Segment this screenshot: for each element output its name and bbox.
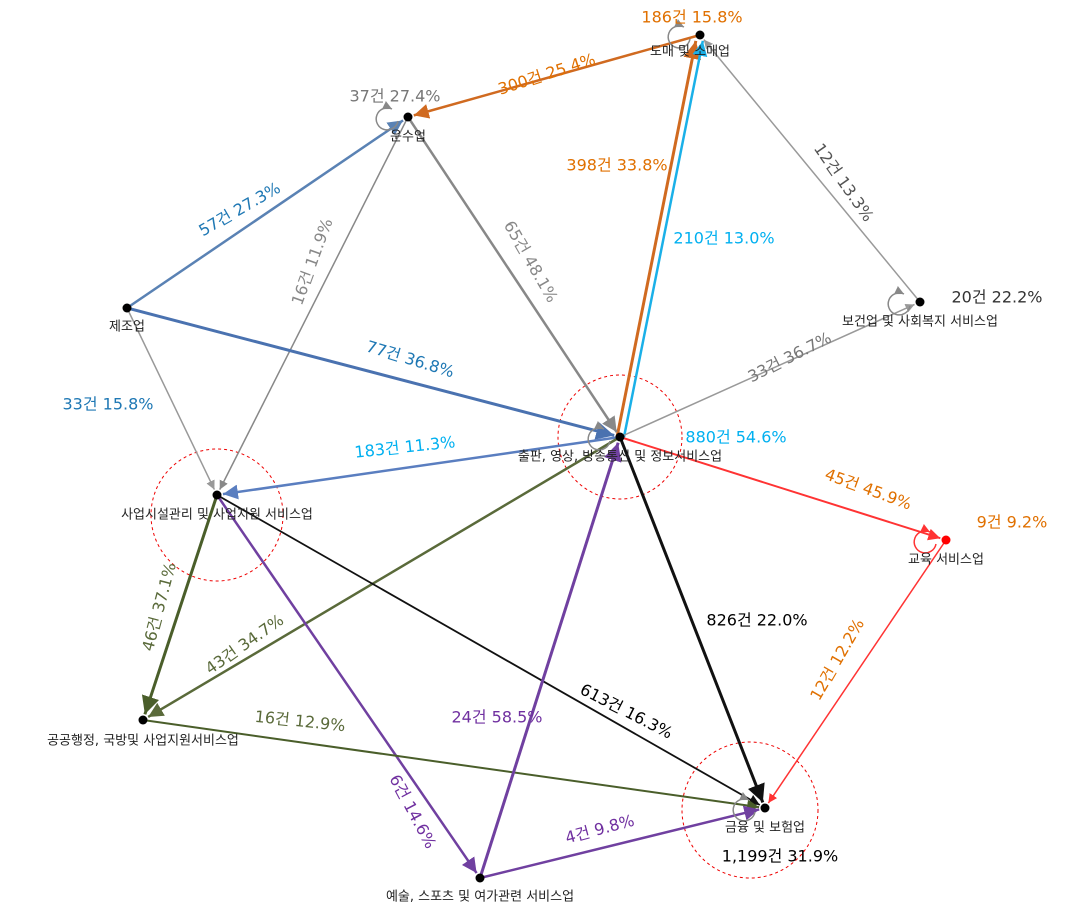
edge-label: 613건 16.3% (577, 680, 676, 743)
self-label: 186건 15.8% (641, 8, 742, 27)
edge-label: 24건 58.5% (452, 708, 543, 727)
edge (479, 805, 760, 880)
edge (622, 40, 708, 438)
edge-label: 16건 12.9% (254, 707, 346, 735)
self-label: 37건 27.4% (350, 87, 441, 106)
highlight-circle (150, 448, 284, 582)
edge (618, 436, 765, 803)
highlight-circles (150, 374, 819, 879)
edge (413, 33, 701, 119)
node (122, 303, 132, 313)
self-loop (587, 421, 611, 451)
edge (126, 307, 216, 490)
edge (406, 116, 618, 433)
highlight-circle (557, 374, 683, 500)
edge (126, 306, 615, 440)
edge-label: 12건 12.2% (806, 615, 868, 703)
node-label: 공공행정, 국방및 사업지원서비스업 (47, 733, 239, 749)
edge (767, 539, 947, 804)
self-loop (913, 524, 937, 554)
edge-label: 6건 14.6% (386, 771, 441, 851)
node-label: 출판, 영상, 방송통신 및 정보서비스업 (518, 450, 722, 465)
node-label: 사업시설관리 및 사업지원 서비스업 (121, 508, 313, 523)
node-label: 금융 및 보험업 (725, 821, 805, 836)
edge-label: 46건 37.1% (138, 560, 180, 653)
edge-label: 65건 48.1% (500, 217, 562, 305)
edge-label: 43건 34.7% (202, 610, 287, 678)
node-label: 운수업 (390, 130, 426, 145)
edge (703, 39, 921, 303)
self-loop (667, 19, 691, 49)
self-label: 1,199건 31.9% (722, 847, 838, 866)
self-label: 9건 9.2% (977, 513, 1048, 532)
node (915, 297, 925, 307)
node (615, 432, 625, 442)
edge-label: 16건 11.9% (288, 216, 337, 308)
self-label: 880건 54.6% (685, 428, 786, 447)
edge-label: 183건 11.3% (354, 432, 457, 461)
edge-label: 826건 22.0% (706, 611, 807, 630)
edge-label: 33건 36.7% (745, 328, 835, 386)
node-label: 보건업 및 사회복지 서비스업 (842, 315, 998, 330)
node-label: 교육 서비스업 (908, 553, 984, 568)
edge (215, 494, 478, 874)
edge (126, 119, 404, 310)
node (475, 873, 485, 883)
node-label: 도매 및 소매업 (650, 45, 730, 60)
node (941, 535, 951, 545)
node (695, 30, 705, 40)
highlight-circle (681, 741, 819, 879)
self-loop (887, 286, 911, 316)
self-loop (732, 792, 756, 822)
edge-label: 210건 13.0% (673, 229, 774, 248)
edge (142, 719, 760, 812)
node-label: 예술, 스포츠 및 여가관련 서비스업 (386, 890, 574, 905)
node (403, 112, 413, 122)
edge (141, 494, 219, 715)
self-label: 20건 22.2% (952, 288, 1043, 307)
node (138, 715, 148, 725)
edge-label: 33건 15.8% (63, 395, 154, 414)
edge (478, 442, 622, 879)
edge-label: 12건 13.3% (810, 140, 878, 225)
edge (219, 116, 409, 490)
edge (615, 40, 702, 438)
edge (619, 303, 915, 438)
node (760, 803, 770, 813)
edge (222, 435, 621, 500)
edge-label: 398건 33.8% (566, 156, 667, 175)
edge (216, 494, 761, 806)
edges: 300건 25.4%398건 33.8%210건 13.0%12건 13.3%5… (63, 33, 947, 880)
edge (619, 436, 941, 541)
node-label: 제조업 (109, 320, 145, 335)
node (212, 490, 222, 500)
edge-label: 300건 25.4% (496, 49, 598, 98)
self-loop (375, 101, 399, 131)
edge (147, 435, 621, 719)
